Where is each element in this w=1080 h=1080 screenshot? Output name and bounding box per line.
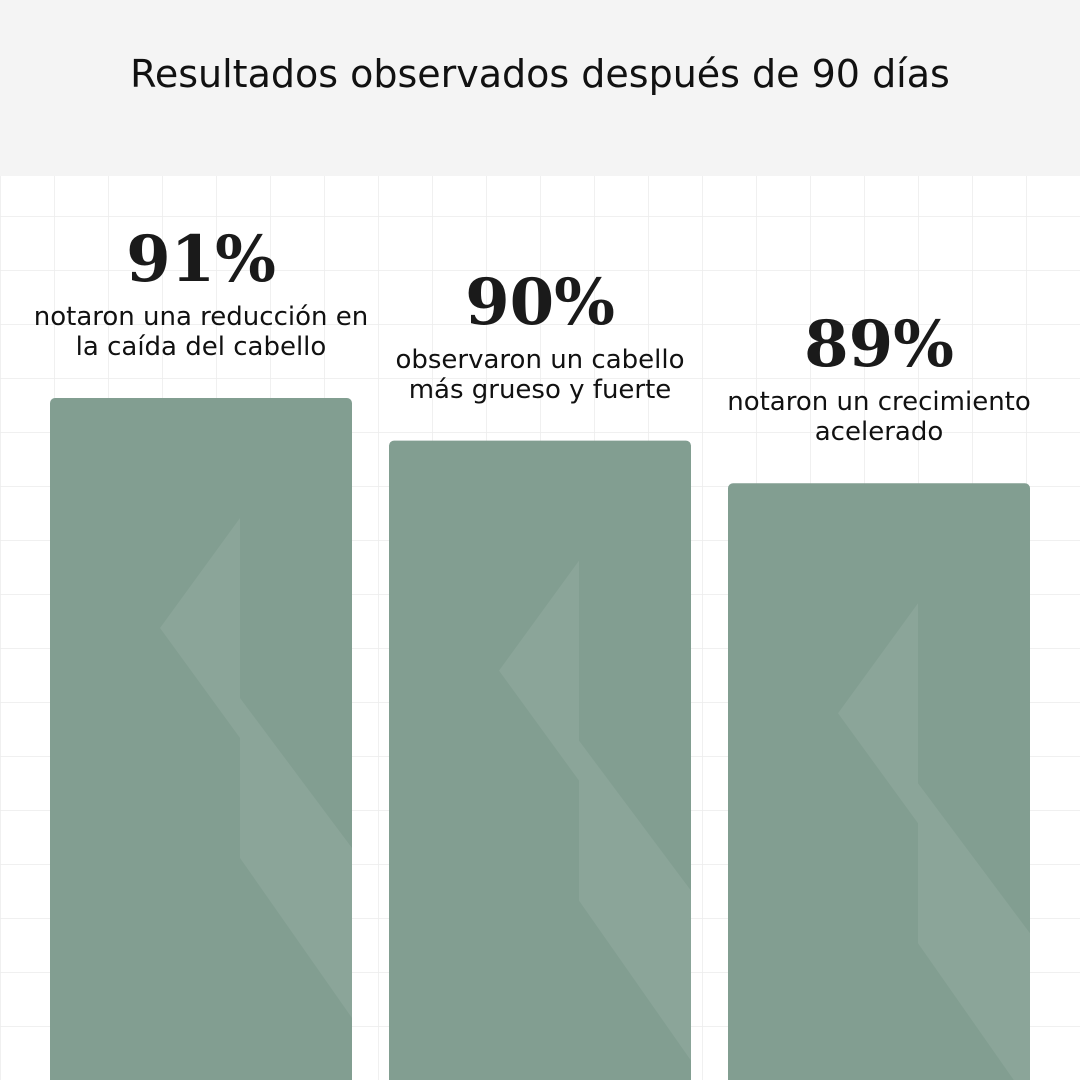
bar [389, 440, 691, 1080]
chart-title: Resultados observados después de 90 días [130, 52, 950, 96]
bar-label-group: 89% notaron un crecimiento acelerado [708, 307, 1050, 448]
bar-watermark [499, 560, 691, 1061]
bar-watermark [160, 518, 352, 1018]
bar-watermark [838, 603, 1030, 1080]
header: Resultados observados después de 90 días [0, 0, 1080, 176]
bar [728, 483, 1030, 1080]
value-label: 91% [126, 222, 276, 297]
category-label: notaron un crecimiento acelerado [727, 387, 1031, 448]
category-label: notaron una reducción en la caída del ca… [33, 302, 369, 362]
bar-label-group: 91% notaron una reducción en la caída del… [30, 222, 372, 363]
value-label: 90% [465, 264, 615, 340]
bar-label-group: 90% observaron un cabello más grueso y fu… [369, 264, 711, 405]
category-label: observaron un cabello más grueso y fuert… [395, 344, 685, 405]
value-label: 89% [804, 307, 954, 383]
bar [50, 398, 352, 1080]
